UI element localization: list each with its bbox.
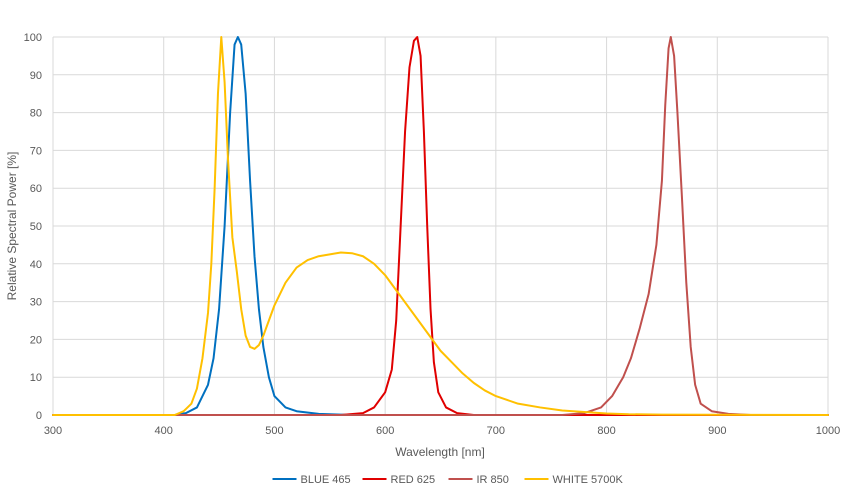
y-tick-label: 90 xyxy=(30,70,42,82)
axes: 0 10 20 30 40 50 60 70 80 90 100 300 400 500 600 700 800… xyxy=(24,32,841,437)
plot-area xyxy=(52,36,829,416)
x-tick-label: 400 xyxy=(155,425,173,437)
x-axis-title: Wavelength [nm] xyxy=(395,445,485,459)
y-tick-label: 40 xyxy=(30,259,42,271)
y-tick-label: 20 xyxy=(30,334,42,346)
x-tick-label: 900 xyxy=(708,425,726,437)
legend-item: IR 850 xyxy=(448,474,509,486)
x-tick-label: 700 xyxy=(487,425,505,437)
x-tick-label: 600 xyxy=(376,425,394,437)
legend-label: WHITE 5700K xyxy=(553,474,624,486)
legend-item: WHITE 5700K xyxy=(524,474,624,486)
y-axis-title: Relative Spectral Power [%] xyxy=(5,152,19,301)
legend-item: BLUE 465 xyxy=(272,474,351,486)
x-tick-label: 1000 xyxy=(816,425,840,437)
series-line-red-625 xyxy=(52,36,829,416)
legend-label: IR 850 xyxy=(477,474,509,486)
grid xyxy=(52,36,829,415)
legend-label: BLUE 465 xyxy=(301,474,351,486)
x-tick-label: 500 xyxy=(265,425,283,437)
x-tick-label: 300 xyxy=(44,425,62,437)
y-tick-label: 0 xyxy=(36,410,42,422)
series-line-blue-465 xyxy=(52,36,829,416)
legend: BLUE 465 RED 625 IR 850 WHITE 5700K xyxy=(272,474,624,486)
x-tick-label: 800 xyxy=(597,425,615,437)
legend-label: RED 625 xyxy=(391,474,436,486)
y-tick-label: 50 xyxy=(30,221,42,233)
y-tick-label: 80 xyxy=(30,108,42,120)
legend-item: RED 625 xyxy=(362,474,436,486)
y-tick-label: 30 xyxy=(30,297,42,309)
y-tick-label: 100 xyxy=(24,32,42,44)
y-tick-label: 70 xyxy=(30,145,42,157)
y-tick-label: 60 xyxy=(30,183,42,195)
series-line-white-5700k xyxy=(52,36,829,416)
series-line-ir-850 xyxy=(52,36,829,416)
y-tick-label: 10 xyxy=(30,372,42,384)
